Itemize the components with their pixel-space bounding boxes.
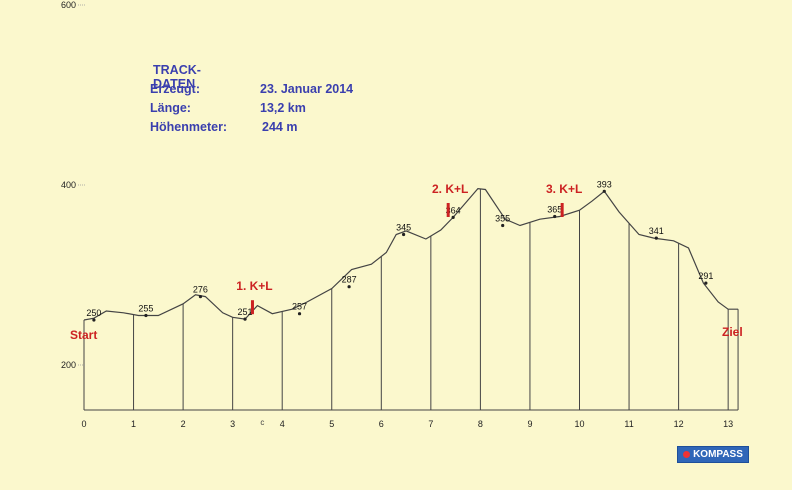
elevation-point-label: 365	[547, 205, 562, 215]
rest-stop-marker	[446, 203, 450, 217]
x-tick-label: 4	[280, 419, 285, 429]
elevation-point-label: 393	[597, 179, 612, 189]
elevation-point-label: 276	[193, 285, 208, 295]
x-tick-label: 9	[527, 419, 532, 429]
y-tick-label: 200	[61, 360, 76, 370]
rest-stop-marker	[560, 203, 564, 217]
elevation-point-label: 255	[138, 304, 153, 314]
created-value: 23. Januar 2014	[260, 82, 354, 96]
elevation-point-label: 251	[238, 307, 253, 317]
elevation-point-dot	[654, 236, 658, 240]
elevation-point-dot	[347, 285, 351, 289]
x-tick-label: 5	[329, 419, 334, 429]
elevation-point-dot	[92, 318, 96, 322]
elevation-point-label: 287	[342, 275, 357, 285]
kompass-logo-icon	[683, 451, 691, 458]
elevation-point-dot	[501, 223, 505, 228]
elevation-point-label: 341	[649, 226, 664, 236]
elevation-point-dot	[602, 189, 606, 193]
x-tick-label: 7	[428, 419, 433, 429]
x-tick-label: 13	[723, 419, 733, 429]
track-info-heading: TRACK-DATEN	[153, 63, 201, 91]
x-tick-label: 0	[81, 419, 86, 429]
length-value: 13,2 km	[260, 101, 306, 115]
rest-stop-label: 3. K+L	[546, 182, 582, 196]
elevation-point-dot	[243, 317, 247, 321]
elevation-point-dot	[198, 295, 203, 299]
elevation-point-dot	[704, 281, 708, 285]
finish-label: Ziel	[722, 325, 743, 339]
elevation-gain-value: 244 m	[262, 120, 298, 134]
kompass-logo: KOMPASS	[677, 446, 749, 463]
y-tick-label: 400	[61, 180, 76, 190]
elevation-point-label: 250	[86, 308, 101, 318]
elevation-point-label: 257	[292, 302, 307, 312]
elevation-point-dot	[553, 214, 557, 219]
elevation-point-label: 355	[495, 214, 510, 224]
elevation-point-dot	[451, 215, 455, 219]
elevation-point-label: 291	[698, 271, 713, 281]
x-tick-label: 12	[674, 419, 684, 429]
kompass-logo-text: KOMPASS	[693, 449, 743, 460]
x-tick-label: 1	[131, 419, 136, 429]
rest-stop-label: 1. K+L	[236, 279, 272, 293]
elevation-point-dot	[297, 312, 302, 316]
elevation-point-label: 345	[396, 223, 411, 233]
x-tick-label: 11	[624, 419, 633, 429]
elevation-point-label: 364	[446, 205, 461, 215]
x-tick-label: 6	[379, 419, 384, 429]
x-tick-label: 2	[181, 419, 186, 429]
created-label: Erzeugt:	[150, 82, 200, 96]
x-tick-label: 3	[230, 419, 235, 429]
y-tick-label: 600	[61, 0, 76, 10]
start-label: Start	[70, 328, 97, 342]
elevation-point-dot	[144, 313, 148, 318]
rest-stop-marker	[250, 300, 254, 315]
waypoint-glyph: c	[260, 418, 264, 427]
elevation-profile-line	[83, 187, 739, 321]
elevation-gain-label: Höhenmeter:	[150, 120, 228, 134]
x-tick-label: 8	[478, 419, 483, 429]
rest-stop-label: 2. K+L	[432, 182, 468, 196]
length-label: Länge:	[150, 101, 191, 115]
elevation-point-dot	[401, 232, 406, 237]
x-tick-label: 10	[574, 419, 584, 429]
